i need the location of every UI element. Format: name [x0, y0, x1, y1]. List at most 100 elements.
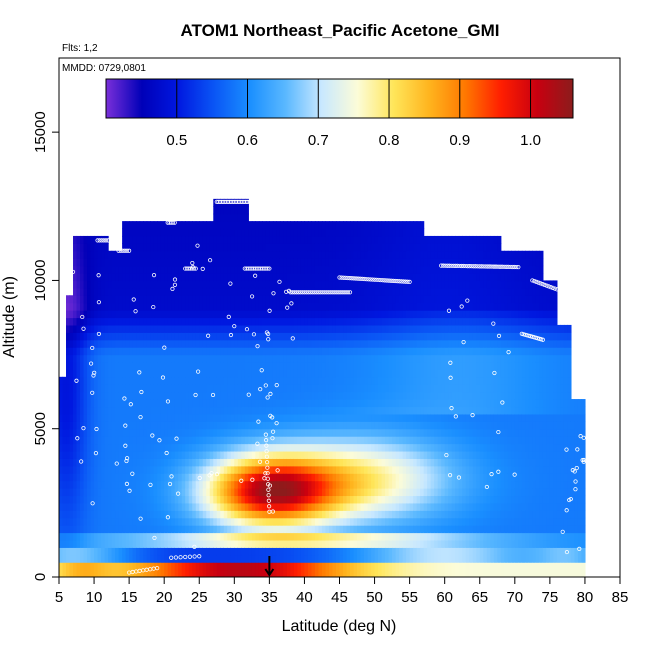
heatmap-cell — [104, 243, 109, 252]
heatmap-cell — [406, 399, 411, 408]
heatmap-cell — [314, 465, 320, 474]
heatmap-cell — [392, 562, 397, 571]
heatmap-cell — [258, 399, 263, 408]
heatmap-cell — [332, 517, 337, 526]
heatmap-cell — [160, 302, 165, 311]
heatmap-cell — [122, 465, 127, 474]
heatmap-cell — [76, 562, 81, 571]
heatmap-cell — [244, 502, 249, 511]
heatmap-cell — [325, 547, 330, 556]
heatmap-cell — [227, 443, 232, 452]
heatmap-cell — [76, 406, 81, 415]
heatmap-cell — [206, 502, 211, 511]
heatmap-cell — [199, 235, 204, 244]
heatmap-cell — [139, 317, 144, 326]
heatmap-cell — [378, 554, 383, 563]
heatmap-cell — [237, 502, 242, 511]
heatmap-cell — [413, 547, 418, 556]
heatmap-cell — [216, 406, 221, 415]
heatmap-cell — [276, 250, 281, 259]
heatmap-cell — [199, 361, 204, 370]
heatmap-cell — [360, 510, 365, 519]
heatmap-cell — [87, 517, 92, 526]
heatmap-cell — [367, 391, 372, 400]
heatmap-cell — [402, 258, 407, 267]
heatmap-cell — [188, 295, 193, 304]
heatmap-cell — [83, 562, 88, 571]
heatmap-cell — [132, 428, 137, 437]
heatmap-cell — [76, 465, 81, 474]
heatmap-cell — [314, 302, 320, 311]
heatmap-cell — [195, 273, 200, 282]
heatmap-cell — [234, 243, 239, 252]
heatmap-cell — [269, 258, 274, 267]
heatmap-cell — [269, 488, 274, 497]
heatmap-cell — [367, 228, 372, 237]
heatmap-cell — [262, 376, 267, 385]
heatmap-cell — [223, 339, 228, 348]
heatmap-cell — [223, 539, 228, 548]
heatmap-cell — [87, 554, 92, 563]
heatmap-cell — [279, 428, 284, 437]
heatmap-cell — [290, 324, 295, 333]
heatmap-cell — [293, 369, 299, 378]
heatmap-cell — [262, 532, 267, 541]
heatmap-cell — [122, 539, 127, 548]
heatmap-cell — [332, 562, 337, 571]
heatmap-cell — [220, 465, 225, 474]
heatmap-cell — [311, 376, 316, 385]
heatmap-cell — [420, 465, 425, 474]
heatmap-cell — [216, 510, 221, 519]
heatmap-cell — [146, 539, 151, 548]
heatmap-cell — [94, 488, 99, 497]
heatmap-cell — [199, 391, 204, 400]
heatmap-cell — [374, 258, 379, 267]
heatmap-cell — [297, 376, 302, 385]
heatmap-cell — [367, 554, 372, 563]
heatmap-cell — [325, 480, 330, 489]
heatmap-cell — [115, 532, 120, 541]
heatmap-cell — [125, 369, 130, 378]
heatmap-cell — [76, 458, 81, 467]
heatmap-cell — [262, 250, 267, 259]
heatmap-cell — [87, 495, 92, 504]
heatmap-cell — [108, 517, 113, 526]
heatmap-cell — [353, 525, 358, 534]
heatmap-cell — [202, 295, 207, 304]
heatmap-cell — [146, 406, 151, 415]
heatmap-cell — [171, 332, 176, 341]
heatmap-cell — [213, 413, 218, 422]
heatmap-cell — [234, 532, 239, 541]
heatmap-cell — [339, 495, 344, 504]
heatmap-cell — [178, 495, 183, 504]
heatmap-cell — [353, 480, 358, 489]
heatmap-cell — [115, 391, 120, 400]
heatmap-cell — [353, 458, 358, 467]
heatmap-cell — [343, 317, 348, 326]
heatmap-cell — [325, 295, 330, 304]
heatmap-cell — [290, 250, 295, 259]
heatmap-cell — [328, 287, 334, 296]
heatmap-cell — [364, 339, 369, 348]
heatmap-cell — [413, 221, 418, 230]
heatmap-cell — [150, 428, 155, 437]
heatmap-cell — [343, 443, 348, 452]
heatmap-cell — [97, 339, 102, 348]
heatmap-cell — [234, 488, 239, 497]
heatmap-cell — [332, 458, 337, 467]
heatmap-cell — [311, 235, 316, 244]
heatmap-cell — [206, 235, 211, 244]
heatmap-cell — [125, 235, 130, 244]
heatmap-cell — [339, 332, 344, 341]
heatmap-cell — [76, 280, 81, 289]
heatmap-cell — [311, 473, 316, 482]
heatmap-cell — [146, 443, 151, 452]
heatmap-cell — [279, 458, 284, 467]
heatmap-cell — [118, 369, 123, 378]
heatmap-cell — [146, 399, 151, 408]
heatmap-cell — [157, 569, 162, 577]
heatmap-cell — [153, 458, 158, 467]
heatmap-cell — [83, 347, 88, 356]
heatmap-cell — [374, 450, 379, 459]
heatmap-cell — [297, 310, 302, 319]
